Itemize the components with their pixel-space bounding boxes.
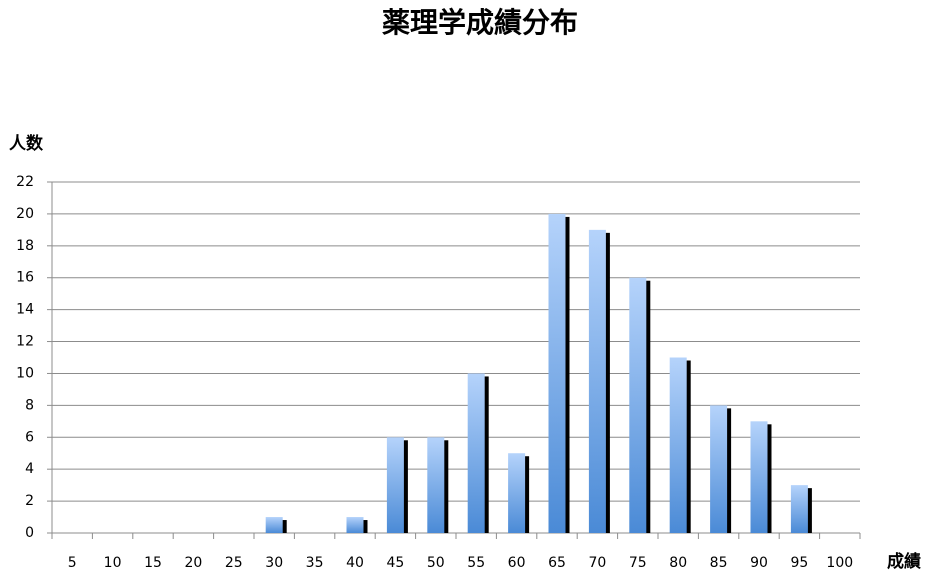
- x-tick-label: 40: [346, 555, 364, 571]
- x-tick-label: 45: [386, 555, 404, 571]
- bar: [386, 437, 404, 533]
- x-tick-label: 85: [710, 555, 728, 571]
- x-tick-label: 100: [826, 555, 853, 571]
- x-tick-label: 10: [104, 555, 122, 571]
- bar: [588, 229, 606, 533]
- x-tick-label: 35: [306, 555, 324, 571]
- x-tick-label: 15: [144, 555, 162, 571]
- x-tick-label: 20: [184, 555, 202, 571]
- x-tick-label: 25: [225, 555, 243, 571]
- x-tick-label: 90: [750, 555, 768, 571]
- x-tick-label: 50: [427, 555, 445, 571]
- bar: [427, 437, 445, 533]
- x-tick-label: 70: [588, 555, 606, 571]
- y-tick-label: 14: [16, 302, 34, 318]
- y-tick-label: 0: [25, 525, 34, 541]
- x-tick-label: 75: [629, 555, 647, 571]
- y-tick-label: 10: [16, 365, 34, 381]
- bar: [790, 485, 808, 533]
- y-tick-label: 2: [25, 493, 34, 509]
- x-tick-label: 55: [467, 555, 485, 571]
- y-tick-label: 18: [16, 238, 34, 254]
- bar: [508, 453, 526, 533]
- x-tick-label: 80: [669, 555, 687, 571]
- y-tick-label: 20: [16, 206, 34, 222]
- y-tick-label: 6: [25, 429, 34, 445]
- bar: [467, 373, 485, 533]
- y-tick-label: 12: [16, 334, 34, 350]
- y-tick-label: 22: [16, 174, 34, 190]
- x-tick-label: 5: [68, 555, 77, 571]
- y-tick-label: 8: [25, 397, 34, 413]
- x-tick-label: 95: [790, 555, 808, 571]
- bar: [750, 421, 768, 533]
- y-tick-label: 4: [25, 461, 34, 477]
- y-tick-label: 16: [16, 270, 34, 286]
- x-tick-label: 60: [508, 555, 526, 571]
- bar: [669, 357, 687, 533]
- x-axis-title: 成績: [887, 551, 921, 572]
- bar: [629, 277, 647, 533]
- chart-title: 薬理学成績分布: [382, 6, 578, 39]
- x-tick-label: 30: [265, 555, 283, 571]
- y-axis-title: 人数: [9, 133, 44, 154]
- bar: [265, 517, 283, 533]
- bar: [548, 213, 566, 533]
- bar: [710, 405, 728, 533]
- x-tick-label: 65: [548, 555, 566, 571]
- bar: [346, 517, 364, 533]
